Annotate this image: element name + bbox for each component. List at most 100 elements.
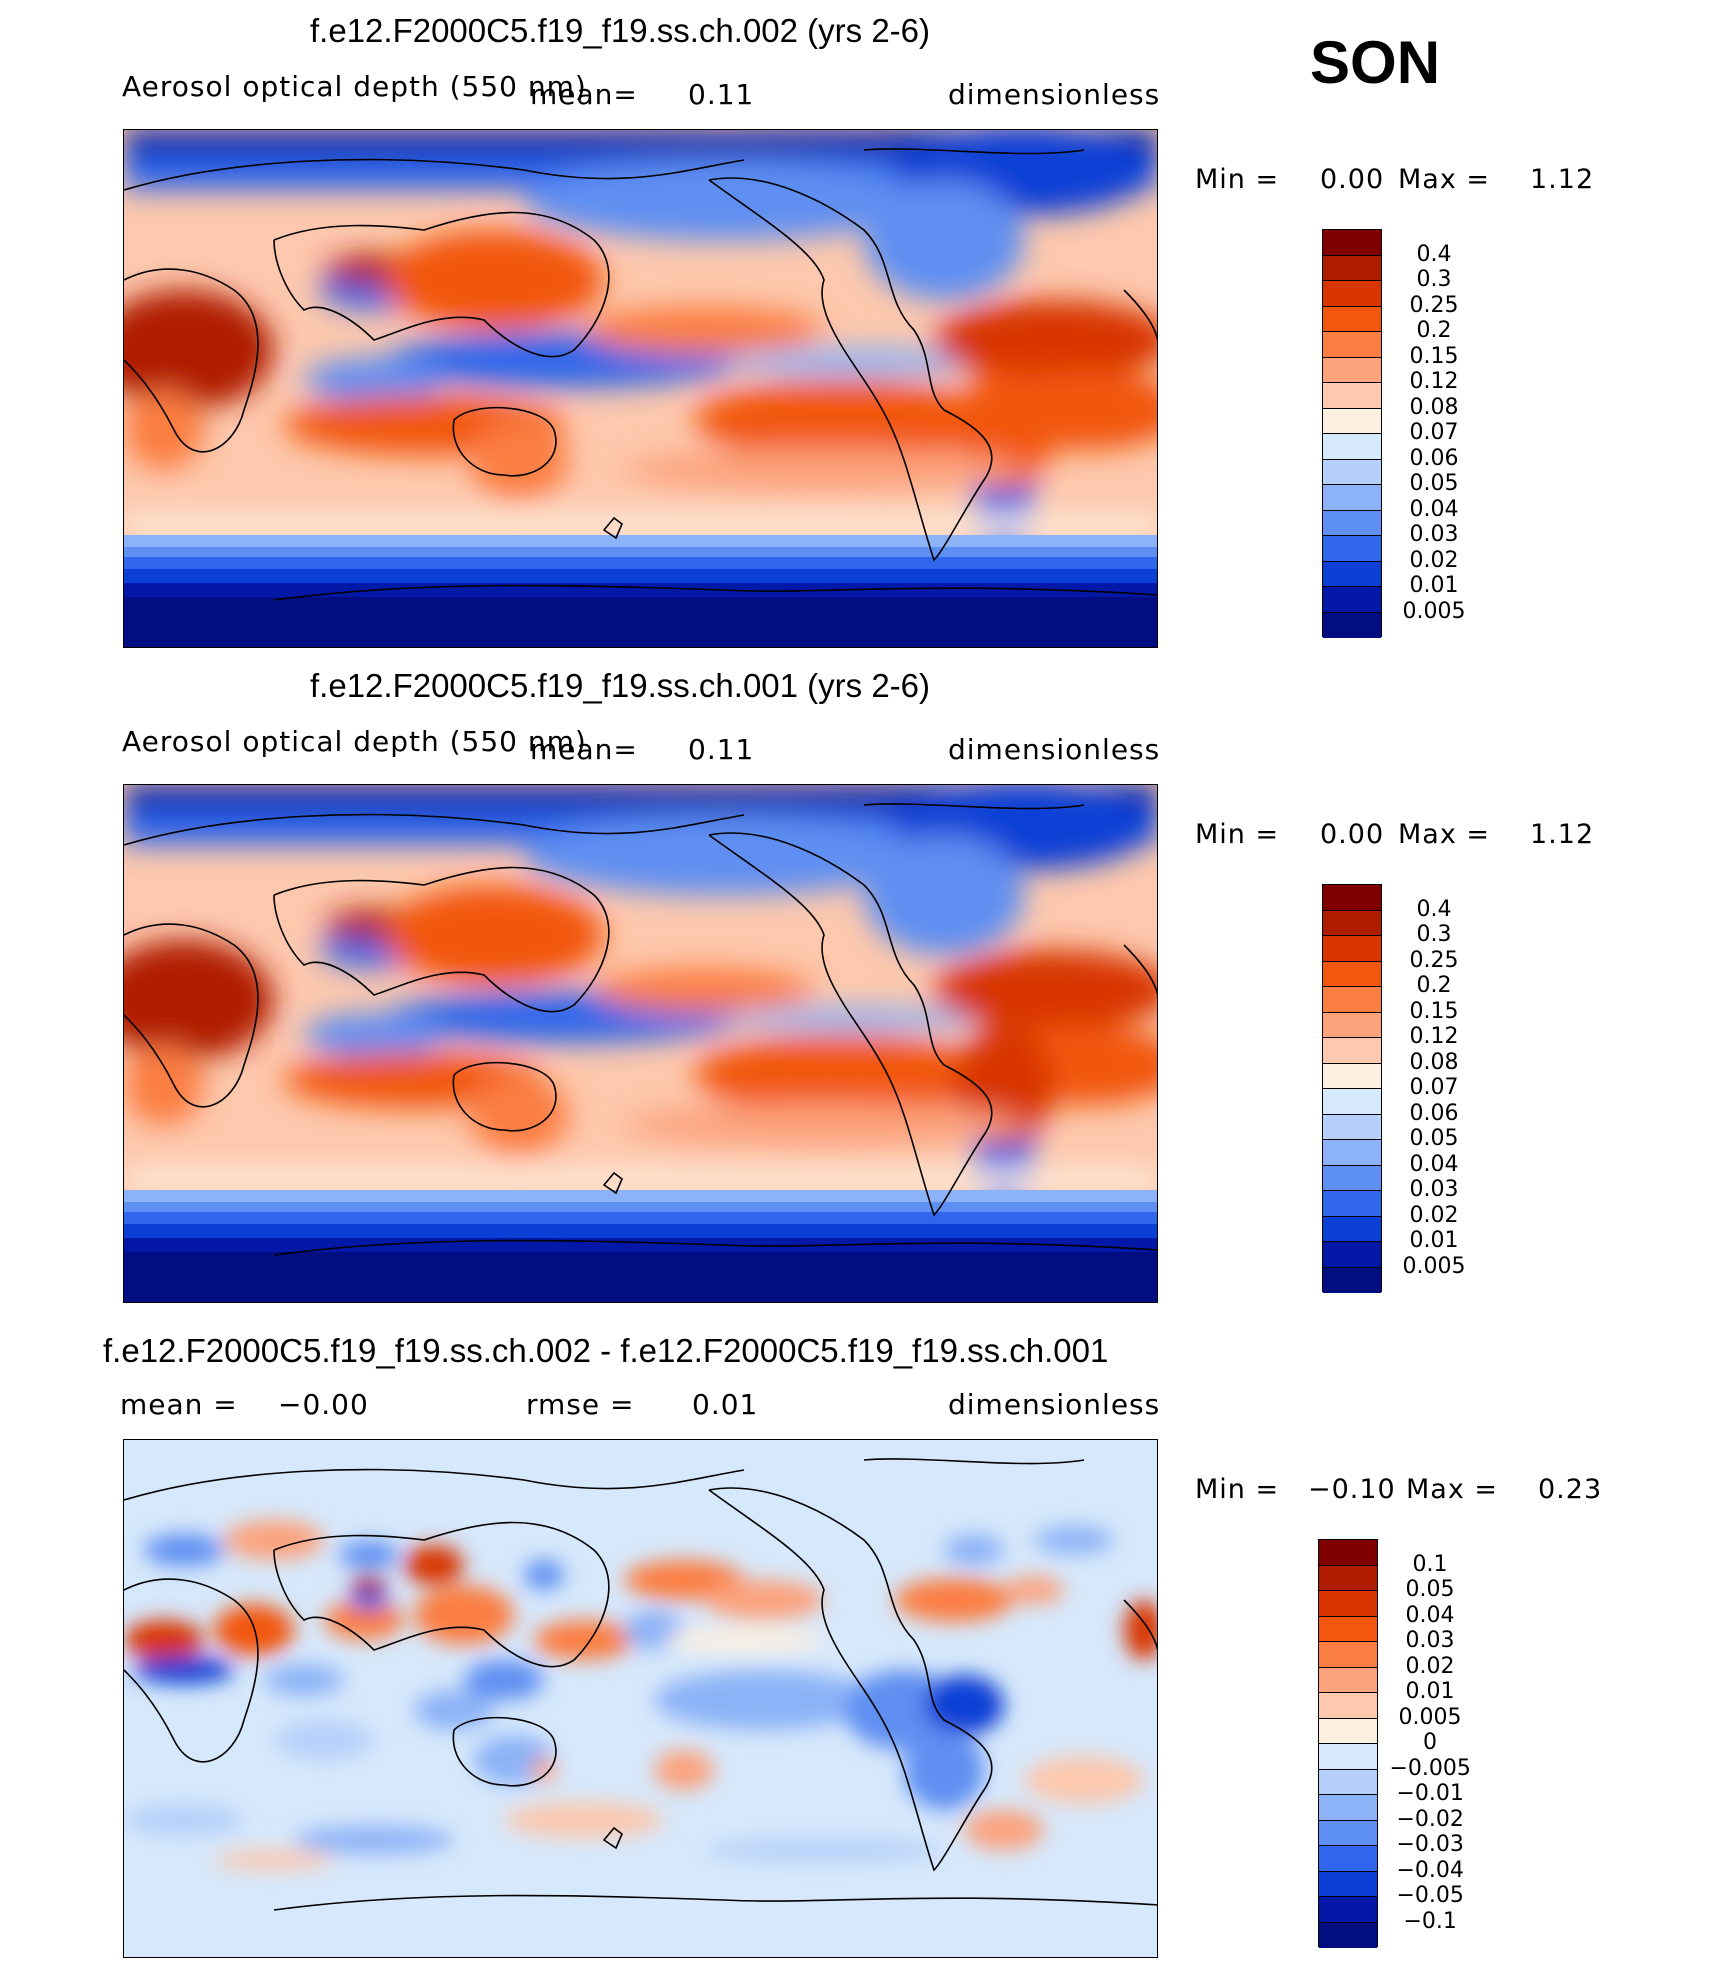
colorbar-swatch (1323, 936, 1381, 962)
colorbar-tick-label: 0.05 (1409, 471, 1459, 496)
panel1-variable-label: Aerosol optical depth (550 nm) (122, 70, 587, 103)
panel3-mean-label: mean = (120, 1388, 238, 1421)
colorbar-tick-label: 0.06 (1409, 1100, 1459, 1126)
colorbar-tick-label: 0.02 (1409, 1202, 1459, 1228)
colorbar-tick-label: 0.3 (1416, 267, 1452, 292)
panel2-title: f.e12.F2000C5.f19_f19.ss.ch.001 (yrs 2-6… (310, 667, 931, 704)
panel2-min-value: 0.00 (1320, 819, 1385, 850)
season-label: SON (1310, 29, 1441, 96)
colorbar-tick-label: 0.07 (1409, 1075, 1459, 1100)
colorbar-tick-label: 0.25 (1409, 947, 1459, 973)
colorbar-tick-label: 0.06 (1409, 445, 1459, 471)
panel3-title: f.e12.F2000C5.f19_f19.ss.ch.002 - f.e12.… (103, 1332, 1109, 1369)
colorbar-tick-label: −0.005 (1389, 1755, 1471, 1781)
panel3-rmse-label: rmse = (526, 1388, 635, 1421)
colorbar-tick-label: −0.1 (1403, 1908, 1457, 1934)
colorbar-swatch (1323, 434, 1381, 460)
colorbar-swatch (1323, 1140, 1381, 1166)
colorbar-swatch (1319, 1820, 1377, 1846)
panel2-max-value: 1.12 (1530, 819, 1595, 850)
colorbar-tick-label: 0.4 (1416, 896, 1452, 922)
colorbar-swatch (1323, 1012, 1381, 1038)
colorbar-swatch (1323, 459, 1381, 485)
panel3-min-value: −0.10 (1308, 1474, 1396, 1505)
colorbar-swatch (1323, 255, 1381, 281)
panel1-units: dimensionless (948, 78, 1161, 111)
panel2-mean-label: mean= (530, 733, 638, 766)
panel2-units: dimensionless (948, 733, 1161, 766)
panel1-map-svg (124, 130, 1157, 647)
colorbar-swatch (1319, 1922, 1377, 1948)
colorbar-tick-label: 0.12 (1409, 1024, 1459, 1049)
colorbar-swatch (1323, 306, 1381, 332)
colorbar-tick-label: 0.01 (1409, 573, 1459, 598)
colorbar-swatch (1323, 332, 1381, 358)
colorbar-swatch (1319, 1540, 1377, 1566)
colorbar-tick-label: 0.08 (1409, 1049, 1459, 1075)
colorbar-swatch (1323, 357, 1381, 383)
colorbar-swatch (1323, 1063, 1381, 1089)
panel1-map (123, 129, 1158, 648)
colorbar-swatch (1319, 1616, 1377, 1642)
colorbar-swatch (1319, 1744, 1377, 1770)
colorbar-tick-label: 0.2 (1416, 973, 1452, 998)
colorbar-swatch (1319, 1897, 1377, 1923)
colorbar-swatch (1319, 1565, 1377, 1591)
colorbar-swatch (1319, 1693, 1377, 1719)
colorbar-swatch (1323, 1165, 1381, 1191)
colorbar-tick-label: −0.04 (1396, 1857, 1464, 1883)
colorbar-tick-label: −0.01 (1396, 1781, 1464, 1806)
colorbar-swatch (1323, 510, 1381, 536)
panel3-colorbar (1318, 1539, 1378, 1948)
colorbar-tick-label: 0.005 (1398, 1704, 1462, 1730)
panel3-min-label: Min = (1195, 1474, 1280, 1505)
colorbar-swatch (1323, 1038, 1381, 1064)
colorbar-swatch (1323, 961, 1381, 987)
colorbar-swatch (1323, 408, 1381, 434)
colorbar-tick-label: 0.1 (1412, 1551, 1448, 1577)
colorbar-swatch (1323, 230, 1381, 256)
panel1-colorbar (1322, 229, 1382, 638)
panel2-colorbar (1322, 884, 1382, 1293)
colorbar-swatch (1323, 281, 1381, 307)
colorbar-tick-label: 0.01 (1405, 1679, 1455, 1704)
colorbar-tick-label: 0.12 (1409, 369, 1459, 394)
panel2-variable-label: Aerosol optical depth (550 nm) (122, 725, 587, 758)
colorbar-swatch (1323, 383, 1381, 409)
panel3-rmse-value: 0.01 (692, 1388, 759, 1421)
colorbar-tick-label: 0.03 (1409, 1177, 1459, 1202)
panel1-mean-label: mean= (530, 78, 638, 111)
panel2-map-svg (124, 785, 1157, 1302)
colorbar-tick-label: 0.2 (1416, 318, 1452, 343)
colorbar-swatch (1319, 1846, 1377, 1872)
colorbar-swatch (1323, 536, 1381, 562)
panel2-min-label: Min = (1195, 819, 1280, 850)
panel3-max-label: Max = (1406, 1474, 1499, 1505)
panel3-units: dimensionless (948, 1388, 1161, 1421)
colorbar-swatch (1323, 1242, 1381, 1268)
colorbar-swatch (1323, 1191, 1381, 1217)
colorbar-swatch (1323, 587, 1381, 613)
colorbar-tick-label: −0.02 (1396, 1806, 1464, 1832)
colorbar-tick-label: 0.04 (1405, 1602, 1455, 1628)
colorbar-swatch (1323, 1216, 1381, 1242)
colorbar-swatch (1319, 1871, 1377, 1897)
colorbar-tick-label: 0.05 (1409, 1126, 1459, 1151)
panel1-min-label: Min = (1195, 164, 1280, 195)
colorbar-swatch (1323, 987, 1381, 1013)
colorbar-swatch (1323, 485, 1381, 511)
colorbar-swatch (1323, 885, 1381, 911)
colorbar-tick-label: −0.05 (1396, 1883, 1464, 1908)
colorbar-tick-label: 0.005 (1402, 598, 1466, 624)
colorbar-tick-label: 0.4 (1416, 241, 1452, 267)
colorbar-tick-label: 0.04 (1409, 496, 1459, 522)
colorbar-swatch (1319, 1642, 1377, 1668)
panel2-map (123, 784, 1158, 1303)
panel1-title: f.e12.F2000C5.f19_f19.ss.ch.002 (yrs 2-6… (310, 12, 931, 49)
colorbar-swatch (1323, 1089, 1381, 1115)
colorbar-swatch (1323, 1114, 1381, 1140)
panel3-map (123, 1439, 1158, 1958)
panel2-mean-value: 0.11 (688, 733, 755, 766)
panel3-max-value: 0.23 (1538, 1474, 1603, 1505)
colorbar-tick-label: 0.3 (1416, 922, 1452, 947)
